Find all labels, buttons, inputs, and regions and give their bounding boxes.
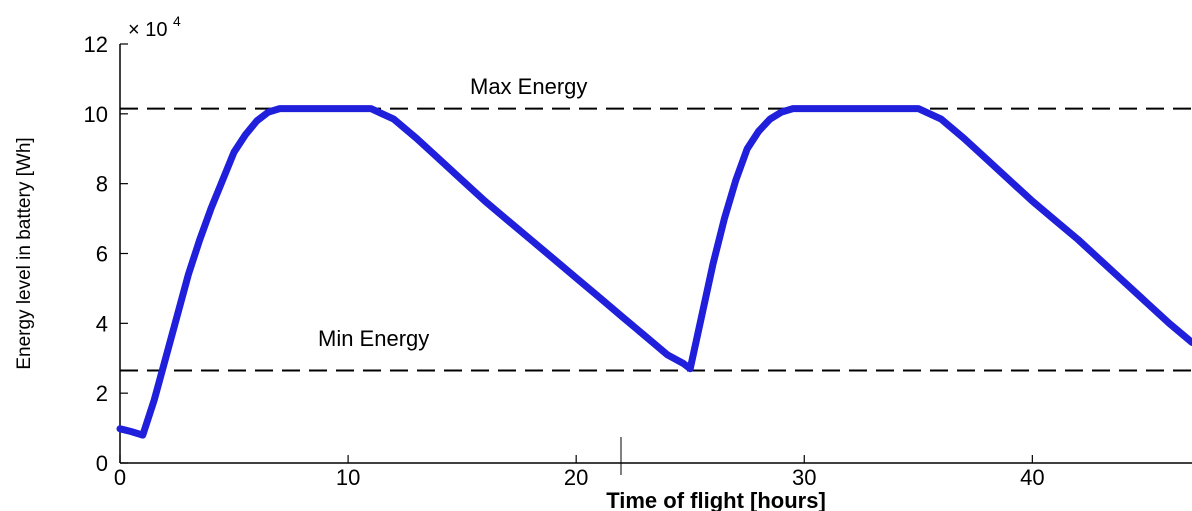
x-tick-label: 40 (1020, 465, 1044, 490)
x-tick-label: 20 (564, 465, 588, 490)
reference-lines (120, 107, 1192, 372)
x-tick-label: 10 (336, 465, 360, 490)
x-tick-label: 0 (114, 465, 126, 490)
y-tick-label: 10 (84, 102, 108, 127)
y-axis-title: Energy level in battery [Wh] (14, 137, 35, 369)
y-tick-label: 4 (96, 311, 108, 336)
y-tick-label: 0 (96, 451, 108, 476)
axes: 0 2 4 6 8 10 12 0 10 20 30 40 (84, 32, 1192, 490)
y-tick-label: 8 (96, 172, 108, 197)
series-layer (116, 105, 1192, 439)
energy-series-line (116, 105, 1192, 439)
max-energy-label: Max Energy (470, 74, 587, 99)
y-axis-multiplier: × 10 4 (128, 13, 181, 41)
y-axis-multiplier-base: × 10 (128, 19, 167, 41)
labels-layer: Energy level in battery [Wh] Time of fli… (14, 13, 826, 511)
y-tick-label: 2 (96, 381, 108, 406)
x-axis-title: Time of flight [hours] (606, 488, 826, 511)
y-axis-multiplier-exponent: 4 (173, 13, 181, 29)
y-tick-label: 6 (96, 242, 108, 267)
x-tick-label: 30 (792, 465, 816, 490)
min-energy-label: Min Energy (318, 326, 429, 351)
y-tick-label: 12 (84, 32, 108, 57)
